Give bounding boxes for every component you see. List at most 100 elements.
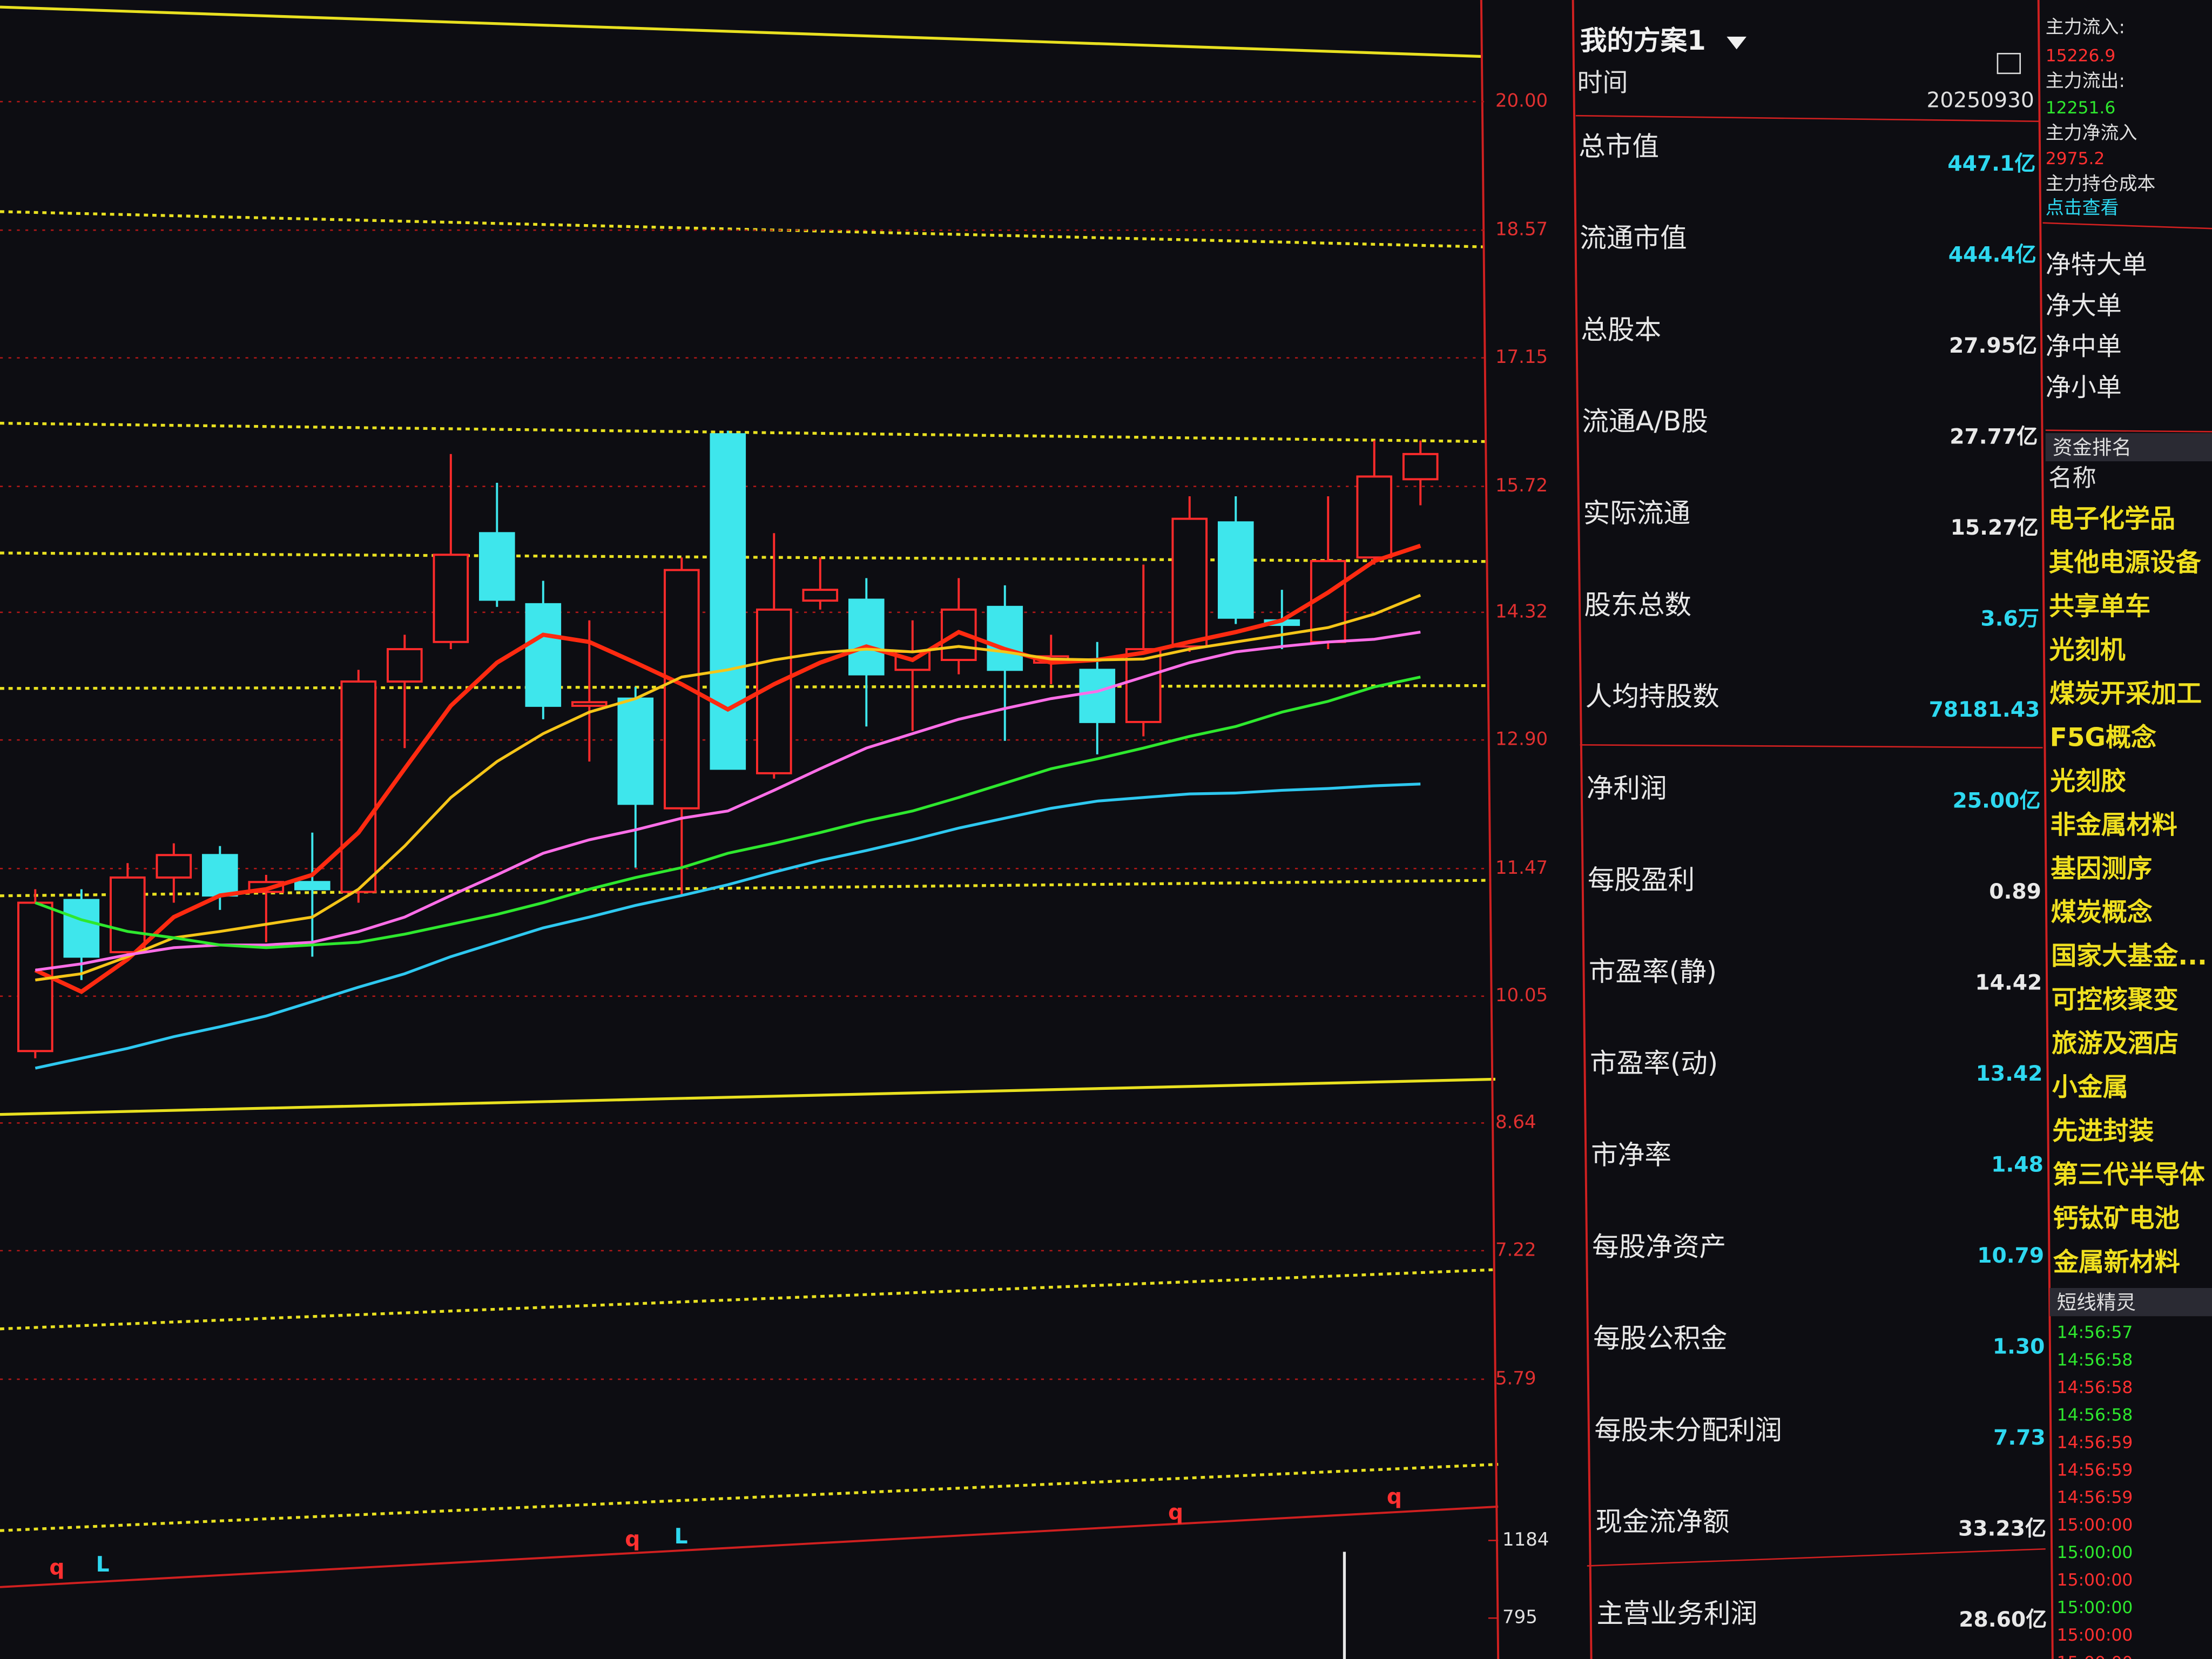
sector-name: 煤炭开采加工: [2049, 679, 2202, 709]
tick-time: 14:56:58: [2057, 1351, 2133, 1370]
outflow-label: 主力流出:: [2046, 70, 2125, 92]
stat-value: 447.1亿: [1947, 152, 2035, 176]
stat-value: 33.23亿: [1958, 1516, 2046, 1541]
stat-value: 3.6万: [1980, 607, 2039, 631]
stat-label: 现金流净额: [1595, 1506, 1729, 1537]
y-tick-label: 15.72: [1495, 475, 1548, 496]
tick-time: 14:56:59: [2057, 1433, 2133, 1452]
ranking-title: 资金排名: [2053, 436, 2132, 459]
y-tick-label: 10.05: [1495, 984, 1548, 1006]
ranking-header: 名称: [2048, 464, 2096, 492]
sector-name: 非金属材料: [2051, 810, 2177, 840]
y-tick-label: 11.47: [1495, 857, 1548, 879]
order-label: 净大单: [2046, 291, 2122, 321]
tick-time: 15:00:00: [2057, 1570, 2133, 1590]
stat-value: 1.48: [1991, 1153, 2044, 1177]
y-tick-label: 5.79: [1495, 1367, 1536, 1389]
moving-average: [35, 676, 1421, 949]
y-tick-label: 18.57: [1495, 219, 1548, 240]
moving-average: [35, 594, 1421, 982]
yellow-dotted: [0, 422, 1487, 443]
candle-body: [294, 881, 331, 891]
tick-time: 15:00:00: [2057, 1626, 2133, 1645]
stat-label: 流通A/B股: [1582, 406, 1708, 437]
sector-name: 金属新材料: [2053, 1247, 2180, 1277]
inflow-value: 15226.9: [2046, 46, 2116, 65]
sector-name: 第三代半导体: [2053, 1160, 2205, 1190]
yellow-dotted: [0, 1268, 1496, 1331]
stat-label: 净利润: [1587, 772, 1667, 804]
divider: [2045, 429, 2212, 433]
annotation: q: [49, 1555, 64, 1580]
time-label: 时间: [1577, 68, 1628, 98]
moving-average: [34, 543, 1421, 994]
tick-time: 14:56:58: [2057, 1405, 2133, 1425]
stat-value: 15.27亿: [1951, 516, 2039, 540]
candle-body: [340, 680, 377, 893]
scheme-title[interactable]: 我的方案1: [1580, 25, 1706, 56]
candle-body: [710, 433, 746, 770]
moving-average: [35, 783, 1421, 1070]
stat-value: 27.77亿: [1950, 425, 2038, 449]
axis-border: [1480, 0, 1500, 1659]
sector-name: 钙钛矿电池: [2053, 1204, 2180, 1233]
tick-time: 14:56:57: [2057, 1323, 2133, 1343]
candle-body: [201, 854, 238, 897]
time-value: 20250930: [1926, 89, 2034, 113]
candle-body: [571, 701, 608, 707]
annotation: q: [625, 1527, 640, 1552]
stat-value: 444.4亿: [1948, 243, 2036, 267]
stat-label: 流通市值: [1580, 222, 1687, 254]
cost-link[interactable]: 点击查看: [2046, 197, 2119, 219]
dropdown-icon[interactable]: [1727, 36, 1746, 50]
candle-body: [386, 648, 423, 683]
candle-body: [1402, 453, 1439, 481]
sector-name: 电子化学品: [2048, 504, 2175, 534]
moving-average: [35, 630, 1421, 972]
annotation: L: [96, 1553, 110, 1577]
tick-time: 14:56:59: [2057, 1488, 2133, 1507]
order-label: 净特大单: [2046, 250, 2147, 280]
stat-label: 每股净资产: [1592, 1231, 1726, 1262]
annotation: q: [1387, 1485, 1402, 1509]
cost-label: 主力持仓成本: [2046, 173, 2156, 195]
tick-time: 15:00:00: [2057, 1653, 2133, 1659]
stat-label: 总股本: [1581, 314, 1661, 345]
net-label: 主力净流入: [2046, 123, 2137, 144]
candle-body: [109, 876, 146, 954]
tick-time: 15:00:00: [2057, 1543, 2133, 1562]
candle-body: [987, 605, 1023, 671]
yellow-line: [0, 1077, 1496, 1116]
stat-label: 股东总数: [1584, 589, 1692, 621]
stat-value: 78181.43: [1929, 698, 2040, 722]
stat-value: 25.00亿: [1953, 789, 2041, 813]
outflow-value: 12251.6: [2046, 98, 2116, 118]
divider: [1580, 744, 2043, 748]
yellow-line: [0, 5, 1481, 58]
candle-body: [1217, 521, 1254, 619]
sector-name: 小金属: [2052, 1073, 2128, 1102]
stat-value: 13.42: [1976, 1062, 2043, 1086]
sector-name: 煤炭概念: [2051, 898, 2153, 927]
divider: [1575, 114, 2040, 122]
sector-name: 国家大基金...: [2051, 941, 2207, 971]
stat-label: 人均持股数: [1586, 681, 1719, 712]
candle-body: [802, 589, 839, 602]
short-title: 短线精灵: [2057, 1291, 2136, 1314]
yellow-dotted: [0, 210, 1485, 248]
ranking-header-bg: [2045, 433, 2212, 462]
yellow-dotted: [0, 551, 1488, 563]
y-tick-label: 8.64: [1495, 1111, 1536, 1133]
sector-name: 可控核聚变: [2052, 985, 2179, 1015]
candle-body: [1356, 475, 1393, 559]
y-tick-label: 14.32: [1495, 601, 1548, 622]
order-label: 净小单: [2046, 373, 2122, 402]
sector-name: 其他电源设备: [2049, 548, 2202, 577]
tick-time: 15:00:00: [2057, 1598, 2133, 1617]
edit-icon[interactable]: [1997, 52, 2021, 75]
candle-body: [525, 603, 562, 707]
stat-value: 14.42: [1975, 971, 2042, 995]
